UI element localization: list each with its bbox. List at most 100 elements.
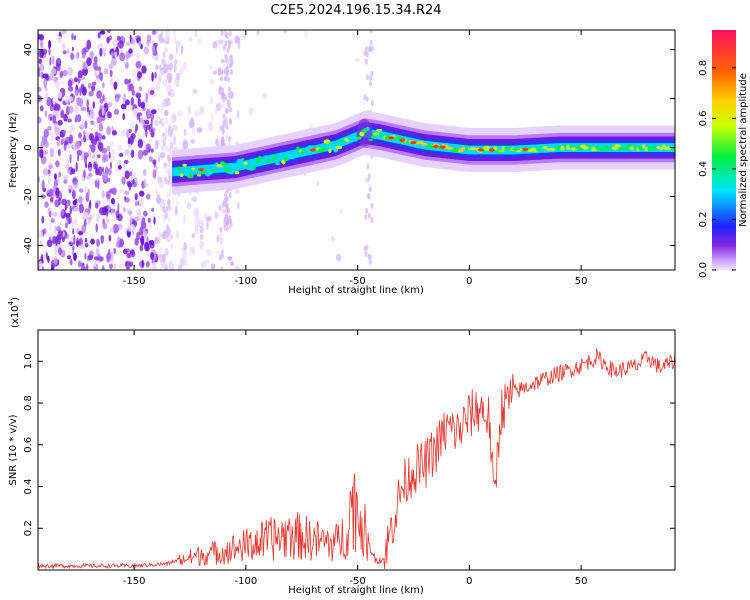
ridge-cell [373, 132, 380, 136]
noise-cell [87, 216, 92, 226]
noise-cell [71, 189, 76, 200]
noise-cell [368, 186, 372, 193]
noise-cell [198, 219, 205, 229]
noise-cell [160, 260, 167, 268]
noise-cell [116, 159, 122, 165]
noise-cell [110, 197, 115, 205]
noise-cell [108, 248, 111, 259]
noise-cell [66, 48, 70, 54]
noise-cell [38, 230, 43, 239]
noise-cell [175, 72, 181, 81]
noise-cell [67, 142, 72, 149]
noise-cell [167, 182, 174, 188]
noise-cell [43, 78, 47, 89]
noise-cell [39, 105, 44, 112]
noise-cell [63, 113, 68, 122]
noise-cell [86, 106, 90, 112]
noise-cell [227, 86, 231, 93]
noise-cell [218, 39, 224, 45]
noise-cell [225, 108, 228, 114]
noise-cell [138, 198, 144, 207]
noise-cell [44, 201, 49, 208]
noise-cell [41, 215, 45, 224]
noise-cell [93, 259, 97, 267]
noise-cell [199, 233, 204, 241]
noise-cell [75, 140, 81, 149]
noise-cell [48, 39, 52, 49]
noise-cell [134, 237, 139, 246]
ridge-cell [379, 134, 386, 137]
noise-cell [194, 215, 200, 225]
noise-cell [135, 35, 142, 41]
noise-cell [77, 260, 81, 268]
noise-cell [145, 93, 148, 102]
ridge-cell [457, 149, 464, 153]
noise-cell [173, 35, 177, 45]
ridge-cell [292, 153, 298, 158]
noise-cell [69, 153, 72, 164]
noise-cell [61, 30, 67, 35]
noise-cell [174, 206, 178, 216]
noise-cell [151, 30, 157, 35]
noise-cell [189, 246, 194, 254]
noise-cell [220, 69, 224, 75]
noise-cell [370, 70, 374, 77]
x-tick-label: -150 [123, 276, 146, 287]
ridge-peak [198, 167, 205, 172]
noise-cell [140, 116, 144, 126]
colorbar-tick-label: 0.6 [698, 110, 709, 126]
noise-cell [152, 127, 156, 133]
noise-cell [212, 41, 218, 49]
x-tick-label: -50 [349, 276, 365, 287]
noise-cell [57, 119, 63, 126]
noise-cell [64, 95, 69, 104]
noise-cell [195, 225, 199, 236]
noise-cell [205, 216, 212, 222]
noise-cell [150, 252, 155, 260]
noise-cell [199, 226, 204, 234]
noise-cell [42, 150, 48, 155]
noise-cell [119, 52, 126, 62]
noise-cell [141, 65, 147, 74]
noise-cell [134, 216, 141, 222]
noise-cell [256, 30, 260, 36]
noise-cell [124, 190, 130, 196]
ridge-cell [323, 139, 331, 144]
noise-cell [82, 212, 89, 220]
noise-cell [101, 171, 108, 182]
noise-cell [48, 211, 52, 218]
noise-cell [235, 265, 240, 270]
noise-cell [223, 94, 227, 101]
noise-cell [48, 221, 52, 231]
noise-cell [68, 189, 72, 194]
noise-cell [225, 133, 228, 141]
noise-cell [222, 113, 226, 120]
noise-cell [87, 254, 94, 261]
noise-cell [113, 247, 116, 255]
noise-cell [50, 218, 55, 223]
noise-cell [364, 58, 368, 65]
noise-cell [369, 75, 373, 81]
noise-cell [211, 112, 214, 122]
figure-title: C2E5.2024.196.15.34.R24 [270, 3, 441, 18]
noise-cell [174, 76, 176, 85]
noise-cell [98, 122, 104, 132]
noise-cell [94, 180, 98, 188]
noise-cell [127, 82, 131, 92]
noise-cell [38, 63, 45, 72]
noise-cell [224, 118, 228, 125]
noise-cell [365, 96, 369, 103]
noise-cell [90, 109, 95, 120]
noise-cell [243, 32, 246, 41]
noise-cell [131, 37, 136, 47]
noise-cell [86, 57, 92, 66]
noise-cell [182, 250, 188, 260]
noise-cell [157, 253, 161, 259]
noise-cell [188, 37, 193, 42]
noise-cell [148, 220, 152, 231]
spectrogram-x-label: Height of straight line (km) [288, 285, 424, 296]
noise-cell [152, 93, 158, 98]
snr-frame [37, 329, 676, 571]
noise-cell [230, 261, 235, 266]
noise-cell [179, 257, 185, 268]
